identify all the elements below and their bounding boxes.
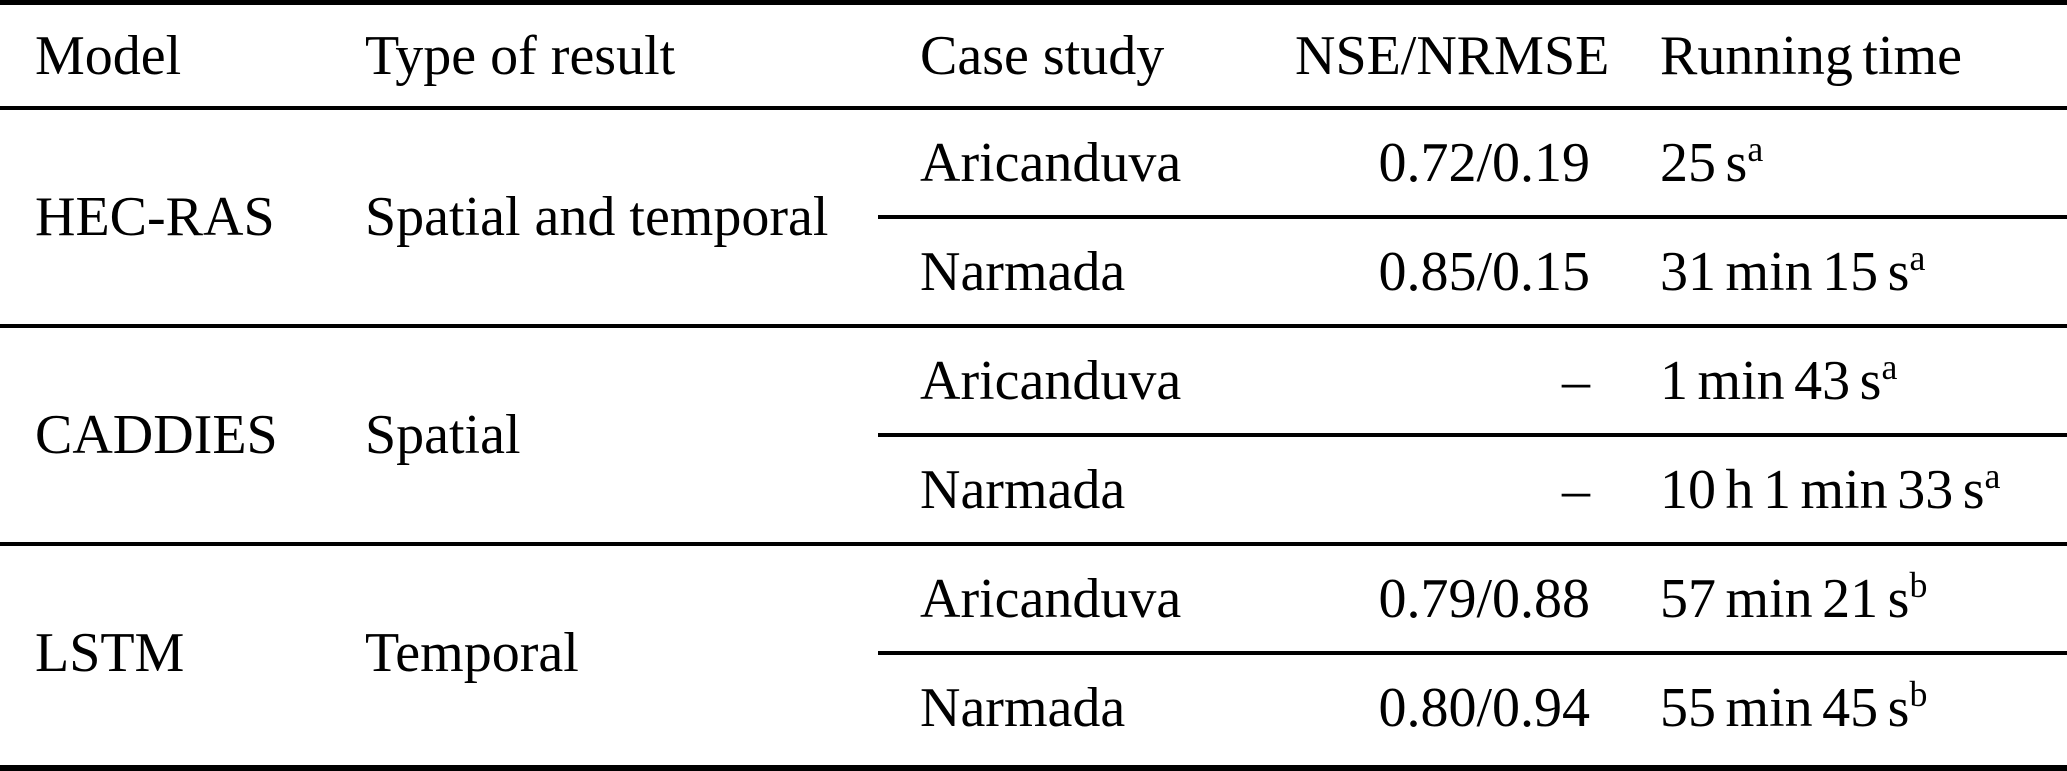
group-subrows: Aricanduva – 1 min 43 sa Narmada – 10 h …: [878, 328, 2067, 542]
model-name: CADDIES: [35, 404, 278, 466]
nse-nrmse-value: 0.79/0.88: [1378, 567, 1590, 630]
running-time-footnote-marker: a: [1909, 237, 1926, 278]
running-time-footnote-marker: b: [1909, 564, 1928, 605]
case-study-value: Aricanduva: [920, 567, 1182, 630]
running-time-value: 55 min 45 sb: [1590, 676, 2067, 740]
case-study-value: Narmada: [920, 240, 1126, 303]
table-row: Aricanduva – 1 min 43 sa: [878, 328, 2067, 433]
case-study-value: Narmada: [920, 458, 1126, 521]
case-study-value: Aricanduva: [920, 349, 1182, 412]
group-subrows: Aricanduva 0.79/0.88 57 min 21 sb Narmad…: [878, 546, 2067, 760]
nse-nrmse-value: –: [1562, 349, 1590, 412]
table-group-lstm: LSTM Temporal Aricanduva 0.79/0.88 57 mi…: [0, 542, 2067, 760]
header-nse-nrmse: NSE/NRMSE: [1295, 24, 1610, 87]
table-header-row: Model Type of result Case study NSE/NRMS…: [0, 5, 2067, 110]
running-time-value: 31 min 15 sa: [1590, 240, 2067, 304]
running-time-footnote-marker: b: [1909, 673, 1928, 714]
header-case-study: Case study: [920, 24, 1165, 87]
running-time-value: 1 min 43 sa: [1590, 349, 2067, 413]
running-time-text: 1 min 43 s: [1660, 349, 1882, 412]
running-time-text: 31 min 15 s: [1660, 240, 1910, 303]
running-time-text: 25 s: [1660, 131, 1748, 194]
table-row: Aricanduva 0.79/0.88 57 min 21 sb: [878, 546, 2067, 651]
header-running-time: Running time: [1660, 24, 1962, 87]
table-row: Narmada 0.85/0.15 31 min 15 sa: [878, 215, 2067, 324]
model-name: HEC-RAS: [35, 186, 275, 248]
running-time-value: 57 min 21 sb: [1590, 567, 2067, 631]
running-time-text: 10 h 1 min 33 s: [1660, 458, 1985, 521]
running-time-footnote-marker: a: [1984, 455, 2001, 496]
table-row: Narmada – 10 h 1 min 33 sa: [878, 433, 2067, 542]
running-time-footnote-marker: a: [1881, 346, 1898, 387]
case-study-value: Narmada: [920, 676, 1126, 739]
table-group-caddies: CADDIES Spatial Aricanduva – 1 min 43 sa…: [0, 324, 2067, 542]
type-of-result: Spatial: [365, 404, 521, 466]
nse-nrmse-value: –: [1562, 458, 1590, 521]
header-model: Model: [35, 24, 182, 87]
model-name: LSTM: [35, 622, 185, 684]
nse-nrmse-value: 0.80/0.94: [1378, 676, 1590, 739]
case-study-value: Aricanduva: [920, 131, 1182, 194]
running-time-value: 10 h 1 min 33 sa: [1590, 458, 2067, 522]
header-type-of-result: Type of result: [365, 24, 676, 87]
running-time-footnote-marker: a: [1747, 128, 1764, 169]
running-time-text: 57 min 21 s: [1660, 567, 1910, 630]
type-of-result: Spatial and temporal: [365, 186, 829, 248]
table-row: Aricanduva 0.72/0.19 25 sa: [878, 110, 2067, 215]
table-group-hec-ras: HEC-RAS Spatial and temporal Aricanduva …: [0, 110, 2067, 324]
table-row: Narmada 0.80/0.94 55 min 45 sb: [878, 651, 2067, 760]
nse-nrmse-value: 0.85/0.15: [1378, 240, 1590, 303]
group-subrows: Aricanduva 0.72/0.19 25 sa Narmada 0.85/…: [878, 110, 2067, 324]
type-of-result: Temporal: [365, 622, 579, 684]
nse-nrmse-value: 0.72/0.19: [1378, 131, 1590, 194]
running-time-text: 55 min 45 s: [1660, 676, 1910, 739]
running-time-value: 25 sa: [1590, 131, 2067, 195]
